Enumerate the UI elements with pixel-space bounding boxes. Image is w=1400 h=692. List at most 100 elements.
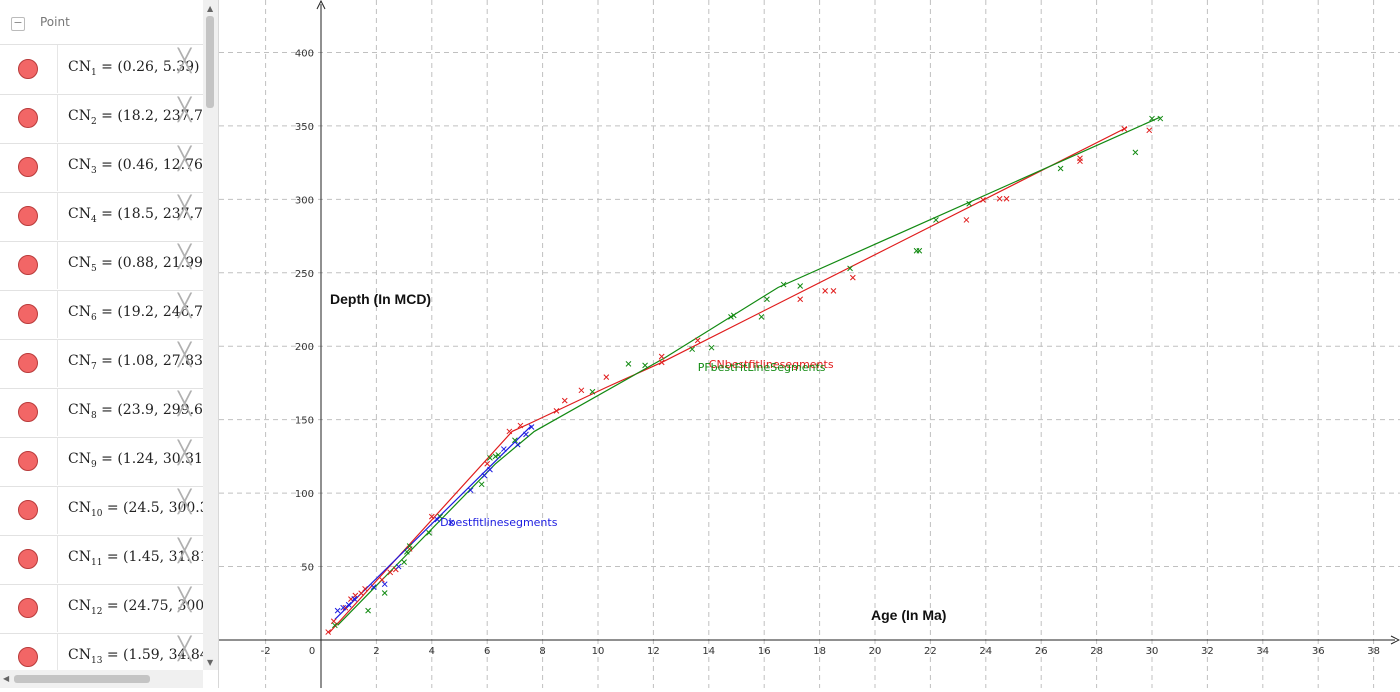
delete-icon[interactable]: ╳: [178, 539, 192, 564]
data-point-green: [764, 296, 770, 303]
point-row[interactable]: CN7 = (1.08, 27.83) ╳: [0, 339, 208, 389]
point-definition[interactable]: CN8 = (23.9, 299.64): [68, 402, 218, 421]
data-point-green: [642, 362, 648, 369]
point-definition[interactable]: CN10 = (24.5, 300.39): [68, 500, 219, 519]
point-definition[interactable]: CN5 = (0.88, 21.99): [68, 255, 209, 274]
data-point-red: [822, 287, 828, 294]
point-definition[interactable]: CN12 = (24.75, 300.39): [68, 598, 219, 617]
y-axis-caption: Depth (In MCD): [330, 291, 431, 307]
data-point-blue: [487, 466, 493, 473]
horizontal-scrollbar[interactable]: ◀: [0, 670, 203, 688]
point-definition[interactable]: CN2 = (18.2, 237.71): [68, 108, 218, 127]
x-tick-label: 24: [979, 646, 992, 657]
point-row[interactable]: CN2 = (18.2, 237.71) ╳: [0, 94, 217, 144]
point-row[interactable]: CN9 = (1.24, 30.31) ╳: [0, 437, 208, 487]
horizontal-scroll-thumb[interactable]: [14, 675, 150, 683]
data-point-green: [331, 622, 338, 629]
delete-icon[interactable]: ╳: [178, 637, 192, 662]
data-point-green: [966, 200, 973, 207]
y-tick-label: 300: [295, 195, 314, 206]
data-point-red: [1146, 127, 1153, 134]
algebra-header: − Point: [0, 0, 203, 45]
visibility-toggle-icon[interactable]: [18, 500, 38, 520]
point-row[interactable]: CN6 = (19.2, 246.74) ╳: [0, 290, 217, 340]
data-point-green: [487, 455, 493, 461]
data-point-blue: [334, 607, 341, 614]
delete-icon[interactable]: ╳: [178, 98, 192, 123]
data-point-red: [506, 428, 513, 435]
delete-icon[interactable]: ╳: [178, 490, 192, 515]
visibility-toggle-icon[interactable]: [18, 108, 38, 128]
point-definition[interactable]: CN7 = (1.08, 27.83): [68, 353, 209, 372]
delete-icon[interactable]: ╳: [178, 392, 192, 417]
point-definition[interactable]: CN3 = (0.46, 12.76): [68, 157, 209, 176]
x-tick-label: 16: [758, 646, 771, 657]
delete-icon[interactable]: ╳: [178, 49, 192, 74]
data-point-red: [484, 460, 491, 467]
row-divider: [57, 535, 58, 583]
visibility-toggle-icon[interactable]: [18, 206, 38, 226]
delete-icon[interactable]: ╳: [178, 196, 192, 221]
visibility-toggle-icon[interactable]: [18, 255, 38, 275]
point-row[interactable]: CN10 = (24.5, 300.39) ╳: [0, 486, 218, 536]
row-divider: [57, 290, 58, 338]
data-point-green: [730, 312, 737, 319]
scroll-left-icon[interactable]: ◀: [3, 674, 10, 683]
visibility-toggle-icon[interactable]: [18, 304, 38, 324]
vertical-scrollbar[interactable]: ▲ ▼: [203, 0, 218, 670]
point-definition[interactable]: CN4 = (18.5, 237.71): [68, 206, 218, 225]
data-point-red: [428, 513, 435, 520]
graph-canvas[interactable]: -2 2 4 6 8 10 12 14 16 18 20 22 24 26 28 30 32 34 36 385010…: [219, 0, 1400, 688]
data-point-green: [933, 217, 939, 223]
x-tick-label: 32: [1201, 646, 1214, 657]
x-tick-label: 28: [1090, 646, 1103, 657]
data-point-red: [325, 629, 332, 635]
visibility-toggle-icon[interactable]: [18, 647, 38, 667]
delete-icon[interactable]: ╳: [178, 588, 192, 613]
collapse-toggle[interactable]: −: [11, 17, 25, 31]
scroll-down-icon[interactable]: ▼: [207, 658, 214, 667]
visibility-toggle-icon[interactable]: [18, 598, 38, 618]
delete-icon[interactable]: ╳: [178, 147, 192, 172]
x-tick-label: 22: [924, 646, 937, 657]
data-point-red: [352, 592, 359, 599]
point-row[interactable]: CN4 = (18.5, 237.71) ╳: [0, 192, 217, 242]
row-divider: [57, 192, 58, 240]
point-definition[interactable]: CN1 = (0.26, 5.39): [68, 59, 200, 78]
point-row[interactable]: CN8 = (23.9, 299.64) ╳: [0, 388, 217, 438]
visibility-toggle-icon[interactable]: [18, 549, 38, 569]
data-point-blue: [345, 601, 352, 608]
visibility-toggle-icon[interactable]: [18, 353, 38, 373]
point-definition[interactable]: CN6 = (19.2, 246.74): [68, 304, 218, 323]
graphics-view[interactable]: -2 2 4 6 8 10 12 14 16 18 20 22 24 26 28 30 32 34 36 38 50 10…: [219, 0, 1400, 688]
data-point-red: [996, 195, 1003, 202]
data-point-red: [830, 287, 837, 294]
point-definition[interactable]: CN13 = (1.59, 34.84): [68, 647, 215, 666]
data-point-red: [658, 359, 665, 366]
x-tick-label: 20: [869, 646, 882, 657]
data-point-green: [404, 549, 410, 555]
point-definition[interactable]: CN9 = (1.24, 30.31): [68, 451, 209, 470]
point-definition[interactable]: CN11 = (1.45, 31.81): [68, 549, 215, 568]
data-point-blue: [340, 604, 347, 611]
point-row[interactable]: CN3 = (0.46, 12.76) ╳: [0, 143, 208, 193]
visibility-toggle-icon[interactable]: [18, 59, 38, 79]
scroll-up-icon[interactable]: ▲: [207, 4, 214, 13]
point-row[interactable]: CN5 = (0.88, 21.99) ╳: [0, 241, 208, 291]
line-label-green: PFbestFitLineSegments: [698, 361, 826, 374]
point-row[interactable]: CN11 = (1.45, 31.81) ╳: [0, 535, 214, 585]
data-point-blue: [500, 446, 507, 452]
vertical-scroll-thumb[interactable]: [206, 16, 214, 108]
delete-icon[interactable]: ╳: [178, 294, 192, 319]
delete-icon[interactable]: ╳: [178, 245, 192, 270]
data-point-green: [689, 346, 696, 353]
delete-icon[interactable]: ╳: [178, 441, 192, 466]
visibility-toggle-icon[interactable]: [18, 157, 38, 177]
x-tick-label: 8: [539, 646, 545, 657]
delete-icon[interactable]: ╳: [178, 343, 192, 368]
visibility-toggle-icon[interactable]: [18, 402, 38, 422]
point-row[interactable]: CN12 = (24.75, 300.39) ╳: [0, 584, 218, 634]
visibility-toggle-icon[interactable]: [18, 451, 38, 471]
x-tick-label: 12: [647, 646, 660, 657]
point-row[interactable]: CN1 = (0.26, 5.39) ╳: [0, 45, 203, 95]
